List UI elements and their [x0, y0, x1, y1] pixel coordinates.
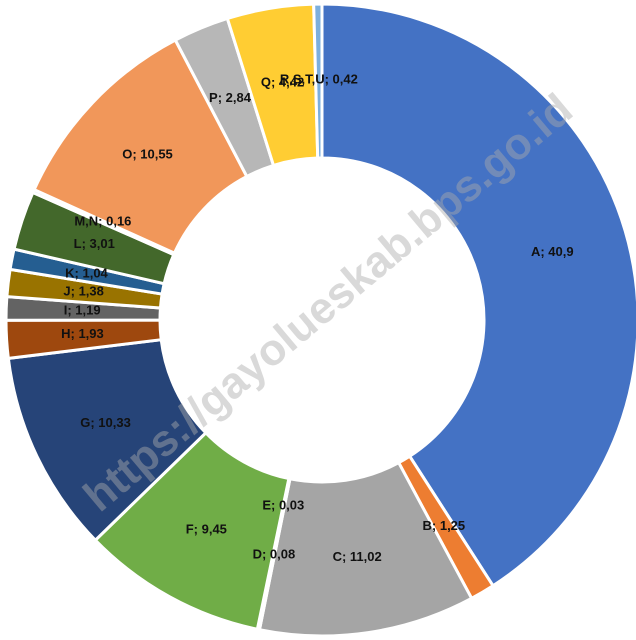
data-label: B; 1,25 [423, 518, 466, 533]
data-label: H; 1,93 [61, 326, 104, 341]
data-label: J; 1,38 [63, 283, 103, 298]
slice [312, 2, 324, 160]
data-label: R,S,T,U; 0,42 [280, 71, 358, 86]
data-label: I; 1,19 [64, 303, 101, 318]
data-label: P; 2,84 [209, 90, 252, 105]
slices [4, 2, 636, 638]
data-label: L; 3,01 [74, 236, 115, 251]
data-label: O; 10,55 [122, 147, 173, 162]
data-label: Q; 4,42 [261, 75, 304, 90]
data-label: M,N; 0,16 [74, 213, 131, 228]
data-label: C; 11,02 [333, 549, 382, 564]
data-label: D; 0,08 [253, 547, 296, 562]
slice [320, 2, 636, 588]
labels: A; 40,9 B; 1,25 C; 11,02 D; 0,08 E; 0,03 F; 9… [61, 71, 573, 563]
data-label: G; 10,33 [80, 415, 131, 430]
data-label: E; 0,03 [262, 497, 304, 512]
data-label: A; 40,9 [531, 244, 574, 259]
data-label: K; 1,04 [65, 265, 108, 280]
data-label: F; 9,45 [186, 522, 227, 537]
